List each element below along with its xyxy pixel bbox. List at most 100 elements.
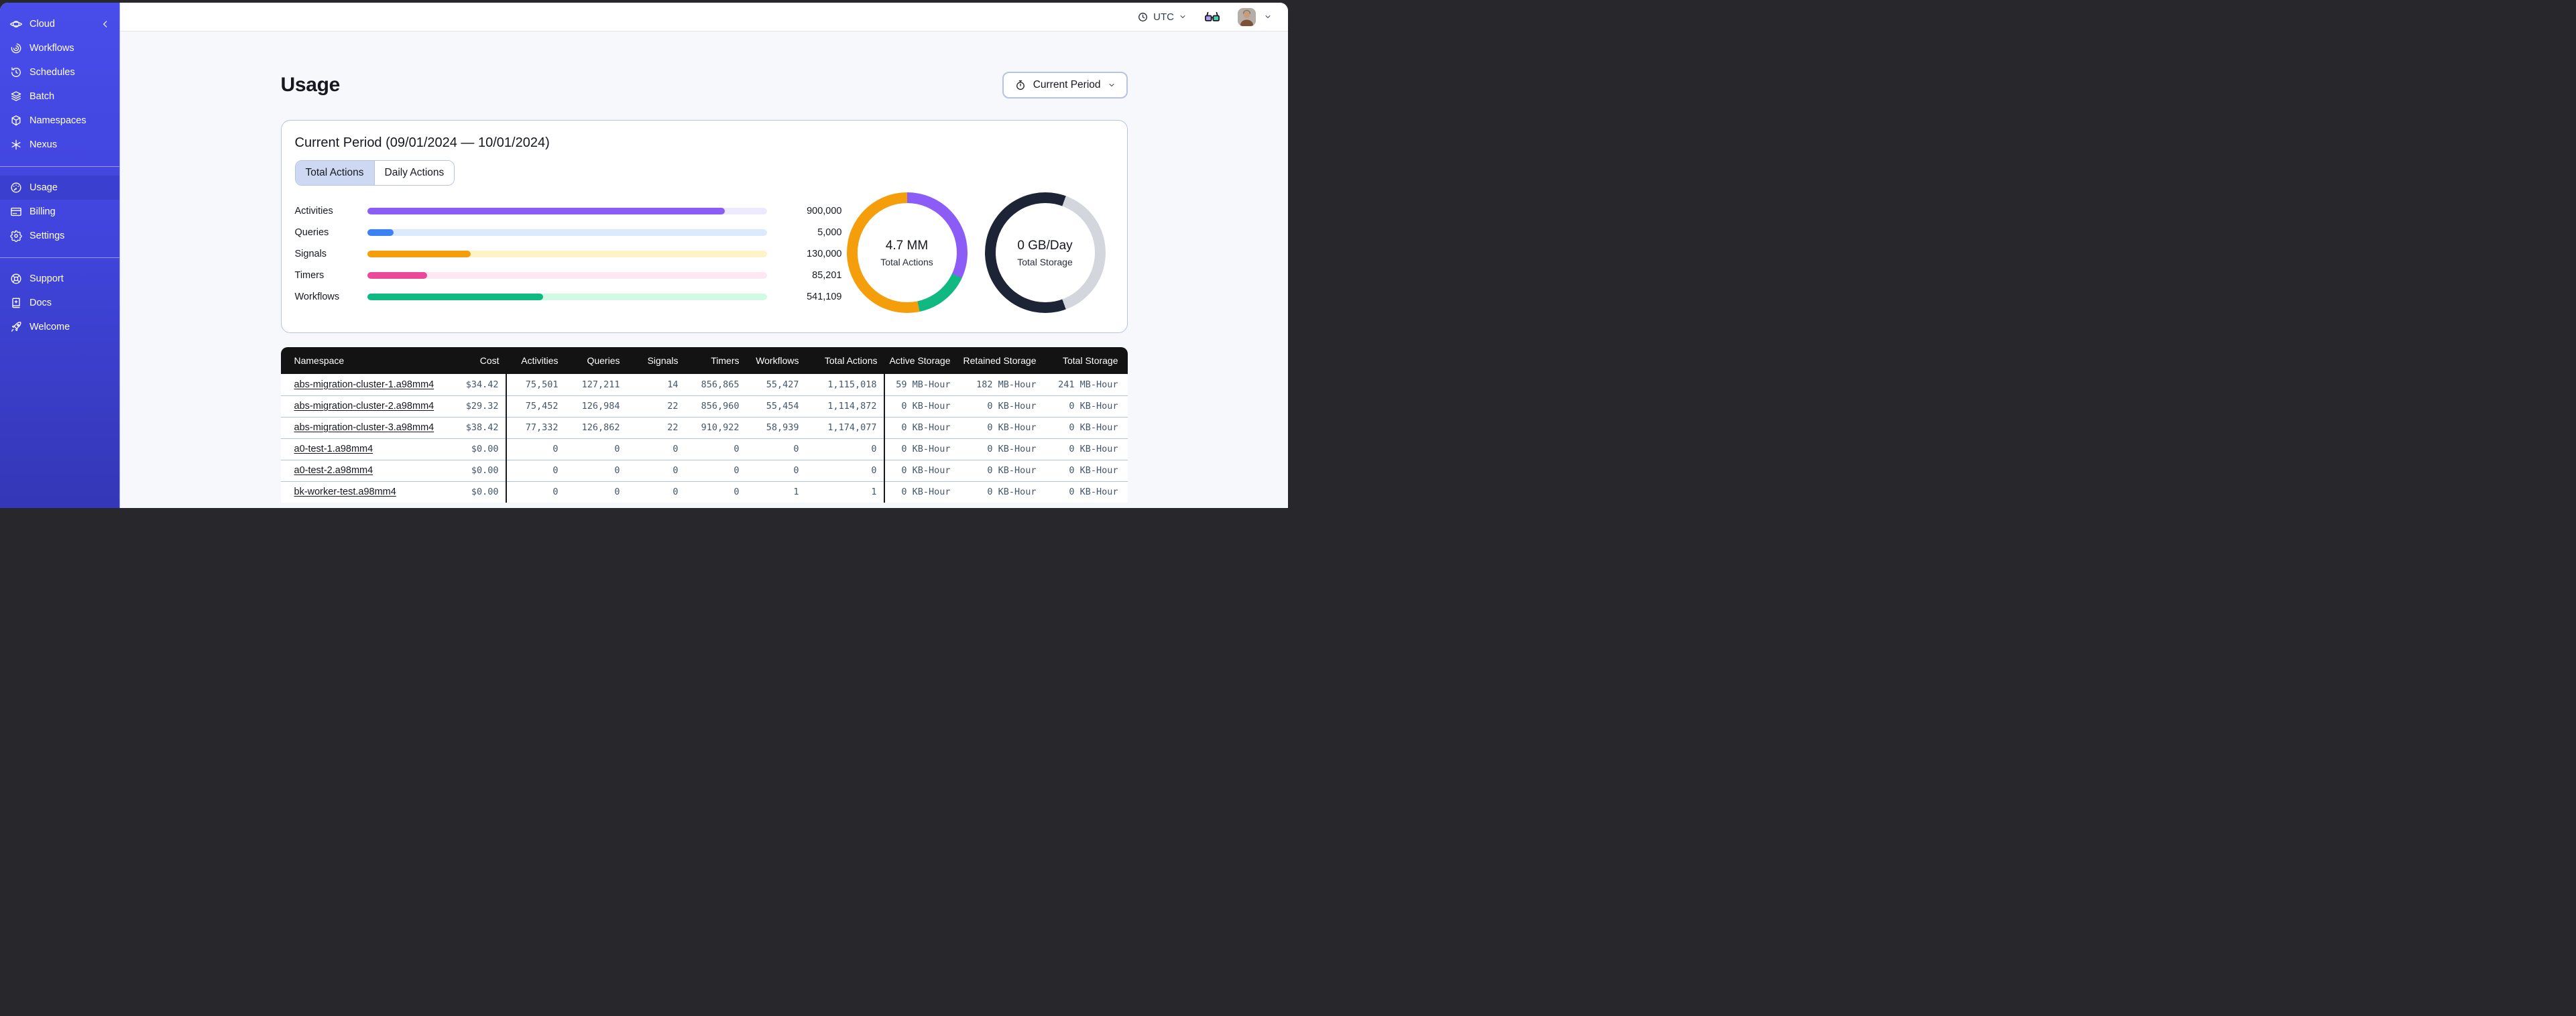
bar-value: 85,201 (812, 270, 842, 281)
cell-retained-storage: 182 MB-Hour (976, 379, 1037, 390)
namespace-link[interactable]: a0-test-2.a98mm4 (294, 465, 373, 476)
sidebar-item-batch[interactable]: Batch (0, 84, 119, 109)
table-row: abs-migration-cluster-1.a98mm4 $34.42 75… (281, 374, 1128, 395)
bar-track (367, 208, 767, 214)
col-signals: Signals (626, 347, 685, 374)
cell-total-actions: 1,114,872 (805, 395, 885, 417)
bar-value: 5,000 (817, 227, 842, 238)
cell-active-storage: 0 KB-Hour (884, 481, 957, 503)
sidebar-item-nexus[interactable]: Nexus (0, 133, 119, 157)
cell-signals: 0 (626, 481, 685, 503)
period-selector-button[interactable]: Current Period (1002, 72, 1128, 99)
chevron-down-icon (1109, 84, 1114, 86)
donut-center: 0 GB/Day Total Storage (995, 203, 1095, 302)
tab-daily-actions[interactable]: Daily Actions (373, 161, 455, 185)
sidebar-collapse-button[interactable] (101, 19, 110, 29)
namespace-link[interactable]: bk-worker-test.a98mm4 (294, 487, 396, 498)
schedule-clock-icon (9, 66, 23, 79)
sidebar-item-support[interactable]: Support (0, 267, 119, 291)
donut-charts: 4.7 MM Total Actions 0 GB/Day Total Stor… (846, 192, 1114, 313)
col-total-storage: Total Storage (1043, 347, 1128, 374)
cell-retained-storage: 0 KB-Hour (957, 416, 1043, 438)
cell-activities: 0 (506, 459, 565, 481)
cell-total-storage: 241 MB-Hour (1058, 379, 1118, 390)
cell-active-storage: 0 KB-Hour (884, 416, 957, 438)
namespace-link[interactable]: abs-migration-cluster-2.a98mm4 (294, 401, 434, 411)
sidebar-item-label: Welcome (30, 322, 70, 332)
cell-active-storage: 0 KB-Hour (884, 459, 957, 481)
bar-label: Activities (294, 206, 333, 216)
cell-timers: 0 (685, 481, 746, 503)
current-period-card: Current Period (09/01/2024 — 10/01/2024)… (280, 120, 1128, 333)
sidebar-section-cloud: Cloud Workflows Schedules (0, 12, 119, 157)
timezone-selector[interactable]: UTC (1137, 11, 1187, 23)
welcome-rocket-icon (9, 320, 23, 334)
cell-active-storage: 0 KB-Hour (884, 395, 957, 417)
sidebar-item-schedules[interactable]: Schedules (0, 60, 119, 84)
bar-value: 541,109 (807, 292, 842, 302)
bar-row: Signals 130,000 (295, 243, 842, 265)
sidebar-item-label: Docs (30, 298, 52, 308)
workflow-spiral-icon (9, 42, 23, 55)
glasses-theme-button[interactable] (1204, 11, 1220, 23)
sidebar-item-label: Schedules (30, 67, 75, 78)
donut-label: Total Actions (880, 256, 933, 267)
sidebar-item-welcome[interactable]: Welcome (0, 315, 119, 339)
cell-cost: $29.32 (434, 395, 507, 417)
stopwatch-icon (1016, 80, 1024, 90)
sidebar: Cloud Workflows Schedules (0, 3, 120, 508)
cell-total-storage: 0 KB-Hour (1043, 395, 1128, 417)
table-row: a0-test-1.a98mm4 $0.00 0 0 0 0 0 0 0 KB-… (280, 438, 1128, 460)
bar-track (367, 294, 767, 300)
cell-timers: 856,960 (685, 395, 746, 417)
sidebar-item-docs[interactable]: Docs (0, 291, 119, 315)
actions-bar-chart: Activities 900,000 Queries (295, 200, 842, 308)
bar-label: Signals (294, 249, 327, 259)
clock-icon (1138, 12, 1148, 21)
sidebar-item-cloud[interactable]: Cloud (0, 12, 119, 36)
bar-row: Queries 5,000 (295, 222, 842, 243)
app-window: Cloud Workflows Schedules (0, 3, 1288, 508)
usage-page: Usage Current Period Current Period (09/… (280, 72, 1128, 503)
sidebar-item-usage[interactable]: Usage (0, 176, 119, 200)
sidebar-section-account: Usage Billing Settings (0, 166, 119, 248)
col-workflows: Workflows (746, 347, 806, 374)
cell-active-storage: 0 KB-Hour (884, 438, 957, 460)
glasses-icon (1205, 11, 1220, 21)
col-activities: Activities (506, 347, 565, 374)
settings-gear-icon (9, 229, 23, 243)
nexus-asterisk-icon (9, 138, 23, 151)
sidebar-item-settings[interactable]: Settings (0, 224, 119, 248)
cell-queries: 0 (565, 459, 627, 481)
cell-total-actions: 1 (805, 481, 885, 503)
namespace-link[interactable]: abs-migration-cluster-1.a98mm4 (294, 379, 434, 390)
cell-cost: $34.42 (434, 374, 507, 395)
cell-queries: 0 (565, 438, 627, 460)
cell-cost: $0.00 (434, 459, 507, 481)
batch-layers-icon (9, 90, 23, 103)
bar-row: Workflows 541,109 (295, 286, 842, 308)
usage-gauge-icon (9, 181, 23, 194)
timezone-label: UTC (1153, 11, 1174, 23)
namespace-link[interactable]: a0-test-1.a98mm4 (294, 444, 373, 454)
col-active-storage: Active Storage (884, 347, 957, 374)
page-scroll-area[interactable]: Usage Current Period Current Period (09/… (120, 31, 1288, 503)
account-menu[interactable] (1238, 7, 1272, 26)
cell-total-actions: 1,174,077 (805, 416, 885, 438)
bar-label: Timers (294, 270, 325, 281)
cell-queries: 126,984 (565, 395, 627, 417)
donut-center: 4.7 MM Total Actions (857, 203, 957, 302)
bar-label: Workflows (294, 292, 340, 302)
namespace-link[interactable]: abs-migration-cluster-3.a98mm4 (294, 422, 434, 433)
sidebar-item-namespaces[interactable]: Namespaces (0, 109, 119, 133)
sidebar-section-help: Support Docs Welcome (0, 257, 119, 339)
cell-activities: 75,452 (506, 395, 565, 417)
avatar-image (1238, 7, 1256, 26)
sidebar-item-workflows[interactable]: Workflows (0, 36, 119, 60)
sidebar-item-billing[interactable]: Billing (0, 200, 119, 224)
col-cost: Cost (434, 347, 506, 374)
sidebar-item-label: Support (30, 273, 64, 284)
cell-queries: 127,211 (581, 379, 620, 390)
sidebar-item-label: Usage (30, 182, 58, 193)
tab-total-actions[interactable]: Total Actions (295, 161, 374, 185)
